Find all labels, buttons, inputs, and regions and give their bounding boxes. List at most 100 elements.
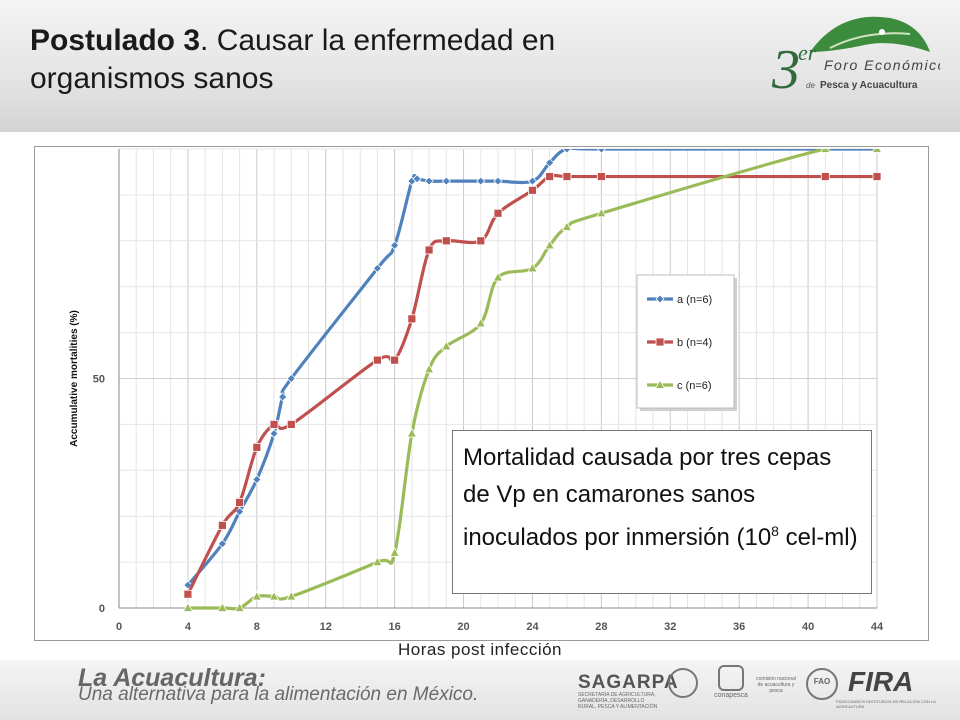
caption-sup: 8 xyxy=(771,523,779,539)
logo-line1: Foro Económico xyxy=(824,57,940,73)
data-point-marker xyxy=(286,590,297,601)
data-point-marker xyxy=(286,373,296,384)
series-group xyxy=(182,149,883,612)
data-point-marker xyxy=(373,355,382,365)
footer-tagline: Una alternativa para la alimentación en … xyxy=(78,684,479,705)
fira-subtitle: FIDEICOMISOS INSTITUIDOS EN RELACIÓN CON… xyxy=(836,699,936,709)
caption-end: cel-ml) xyxy=(778,524,858,551)
data-point-marker xyxy=(234,602,245,612)
data-point-marker xyxy=(476,236,486,246)
slide-title: Postulado 3. Causar la enfermedad en org… xyxy=(30,22,670,98)
data-point-marker xyxy=(424,176,434,186)
conapesca-subtitle: comisión nacional de acuacultura y pesca xyxy=(756,676,796,694)
caption-main: Mortalidad causada por tres cepas de Vp … xyxy=(463,444,832,551)
data-point-marker xyxy=(528,185,537,195)
data-point-marker xyxy=(527,262,538,273)
data-point-marker xyxy=(562,172,572,181)
data-point-marker xyxy=(269,419,279,429)
forum-logo-graphic: 3 er Foro Económico de Pesca y Acuacultu… xyxy=(771,16,945,101)
data-point-marker xyxy=(182,602,194,612)
data-point-marker xyxy=(561,221,573,231)
x-tick-label: 8 xyxy=(254,621,260,633)
data-point-marker xyxy=(251,590,262,601)
data-point-marker xyxy=(820,172,830,181)
data-point-marker xyxy=(217,602,228,612)
series-line xyxy=(186,149,879,611)
series-group xyxy=(183,172,882,599)
x-tick-label: 44 xyxy=(871,621,884,633)
data-point-marker xyxy=(372,556,383,567)
data-point-marker xyxy=(596,172,606,181)
data-point-marker xyxy=(596,207,607,218)
data-point-marker xyxy=(596,149,606,154)
data-point-marker xyxy=(389,547,400,557)
legend-label: c (n=6) xyxy=(677,380,712,392)
data-point-marker xyxy=(252,442,262,452)
x-tick-label: 24 xyxy=(526,621,539,633)
y-tick-label: 50 xyxy=(93,374,105,386)
data-point-marker xyxy=(441,340,452,351)
data-point-marker xyxy=(407,314,417,324)
data-point-marker xyxy=(390,355,400,365)
x-tick-label: 28 xyxy=(595,621,607,633)
data-point-marker xyxy=(545,158,555,168)
data-point-marker xyxy=(423,363,435,374)
x-tick-label: 20 xyxy=(457,621,469,633)
logo-line2: Pesca y Acuacultura xyxy=(820,80,918,91)
fira-logo: FIRA xyxy=(848,666,914,697)
data-point-marker xyxy=(372,263,382,273)
y-tick-label: 0 xyxy=(99,603,105,615)
header-band xyxy=(0,0,960,132)
x-tick-label: 36 xyxy=(733,621,745,633)
slide-title-bold: Postulado 3 xyxy=(30,24,201,57)
data-point-marker xyxy=(217,520,227,530)
slide-title-rest: . Causar la enfermedad en organismos san… xyxy=(30,24,556,95)
forum-logo: 3 er Foro Económico de Pesca y Acuacultu… xyxy=(770,12,945,102)
x-tick-label: 4 xyxy=(185,621,192,633)
data-point-marker xyxy=(871,149,883,153)
data-point-marker xyxy=(390,240,400,250)
data-point-marker xyxy=(235,498,244,507)
x-tick-label: 12 xyxy=(320,621,332,633)
conapesca-icon xyxy=(718,665,744,691)
data-point-marker xyxy=(235,507,245,517)
data-point-marker xyxy=(562,149,572,154)
data-point-marker xyxy=(441,236,451,246)
chart-caption-box: Mortalidad causada por tres cepas de Vp … xyxy=(452,430,872,594)
data-point-marker xyxy=(493,176,503,186)
data-point-marker xyxy=(475,317,486,328)
x-axis-caption: Horas post infección xyxy=(397,640,563,659)
data-point-marker xyxy=(872,172,882,181)
data-point-marker xyxy=(655,294,665,304)
x-tick-label: 32 xyxy=(664,621,676,633)
data-point-marker xyxy=(412,174,422,184)
data-point-marker xyxy=(217,539,227,549)
y-axis-label: Accumulative mortalities (%) xyxy=(69,310,80,447)
data-point-marker xyxy=(278,392,288,402)
data-point-marker xyxy=(545,172,555,181)
data-point-marker xyxy=(655,337,665,347)
data-point-marker xyxy=(406,427,418,438)
data-point-marker xyxy=(252,474,262,485)
footer-brand: La Acuacultura: xyxy=(78,664,267,692)
legend-label: b (n=4) xyxy=(677,337,712,349)
data-point-marker xyxy=(183,589,193,599)
data-point-marker xyxy=(476,176,486,186)
legend-label: a (n=6) xyxy=(677,294,712,306)
data-point-marker xyxy=(268,590,280,601)
fao-emblem-icon xyxy=(806,668,838,700)
sagarpa-logo: SAGARPA xyxy=(578,672,679,693)
x-tick-label: 16 xyxy=(389,621,401,633)
logo-numeral: 3 xyxy=(771,39,800,101)
data-point-marker xyxy=(527,176,538,186)
x-tick-label: 0 xyxy=(116,621,122,633)
data-point-marker xyxy=(493,208,503,218)
data-point-marker xyxy=(424,245,434,255)
conapesca-label: conapesca xyxy=(714,692,748,699)
sagarpa-subtitle: SECRETARÍA DE AGRICULTURA, GANADERÍA, DE… xyxy=(578,692,658,710)
data-point-marker xyxy=(441,176,451,186)
data-point-marker xyxy=(492,271,504,282)
data-point-marker xyxy=(820,149,831,153)
logo-superscript: er xyxy=(798,40,817,65)
data-point-marker xyxy=(286,419,296,429)
